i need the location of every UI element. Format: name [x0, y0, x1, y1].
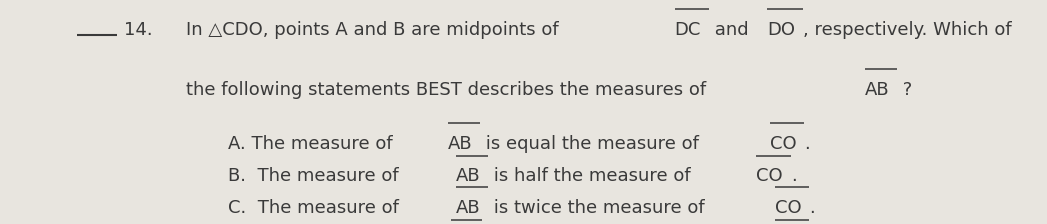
- Text: , respectively. Which of: , respectively. Which of: [803, 21, 1012, 39]
- Text: In △CDO, points A and B are midpoints of: In △CDO, points A and B are midpoints of: [186, 21, 564, 39]
- Text: 14.: 14.: [124, 21, 152, 39]
- Text: CO: CO: [775, 199, 802, 217]
- Text: is equal the measure of: is equal the measure of: [480, 135, 705, 153]
- Text: and: and: [709, 21, 754, 39]
- Text: is half the measure of: is half the measure of: [488, 168, 696, 185]
- Text: C.  The measure of: C. The measure of: [228, 199, 405, 217]
- Text: is twice the measure of: is twice the measure of: [488, 199, 710, 217]
- Text: A. The measure of: A. The measure of: [228, 135, 399, 153]
- Text: ?: ?: [896, 81, 912, 99]
- Text: B.  The measure of: B. The measure of: [228, 168, 404, 185]
- Text: CO: CO: [770, 135, 797, 153]
- Text: AB: AB: [448, 135, 472, 153]
- Text: AB: AB: [455, 168, 481, 185]
- Text: DO: DO: [767, 21, 795, 39]
- Text: CO: CO: [757, 168, 783, 185]
- Text: AB: AB: [865, 81, 890, 99]
- Text: .: .: [790, 168, 797, 185]
- Text: DC: DC: [674, 21, 701, 39]
- Text: .: .: [809, 199, 815, 217]
- Text: .: .: [804, 135, 809, 153]
- Text: AB: AB: [456, 199, 481, 217]
- Text: the following statements BEST describes the measures of: the following statements BEST describes …: [186, 81, 712, 99]
